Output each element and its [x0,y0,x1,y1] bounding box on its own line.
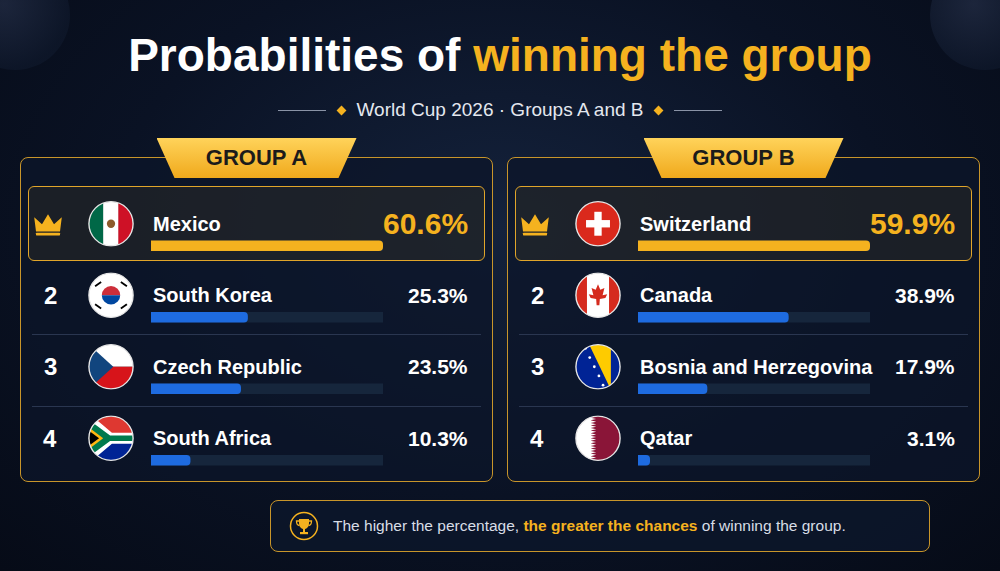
svg-text:3: 3 [44,353,57,380]
svg-text:Czech Republic: Czech Republic [153,356,302,378]
html-text:GROUP A: GROUP A [205,145,308,170]
svg-text:Canada: Canada [640,284,713,306]
svg-text:38.9%: 38.9% [895,284,955,307]
html-text:GROUP B: GROUP B [692,145,795,170]
svg-text:3: 3 [531,353,544,380]
svg-text:60.6%: 60.6% [383,207,468,240]
svg-text:South Africa: South Africa [153,427,272,449]
html-text:World Cup 2026 · Groups A and: World Cup 2026 · Groups A and B [356,99,644,120]
svg-text:2: 2 [531,282,544,309]
svg-text:South Korea: South Korea [153,284,273,306]
svg-text:3.1%: 3.1% [907,427,955,450]
svg-text:2: 2 [44,282,57,309]
svg-text:23.5%: 23.5% [408,355,468,378]
svg-text:Qatar: Qatar [640,427,692,449]
svg-text:Bosnia and Herzegovina: Bosnia and Herzegovina [640,356,873,378]
svg-text:25.3%: 25.3% [408,284,468,307]
svg-text:17.9%: 17.9% [895,355,955,378]
svg-text:4: 4 [43,425,57,452]
svg-text:59.9%: 59.9% [870,207,955,240]
svg-text:4: 4 [530,425,544,452]
svg-text:Mexico: Mexico [153,213,221,235]
svg-text:Switzerland: Switzerland [640,213,751,235]
html-text:The higher the percentage, the: The higher the percentage, the greater t… [333,517,846,534]
html-text:Probabilities of winning the g: Probabilities of winning the group [128,29,872,81]
svg-text:10.3%: 10.3% [408,427,468,450]
